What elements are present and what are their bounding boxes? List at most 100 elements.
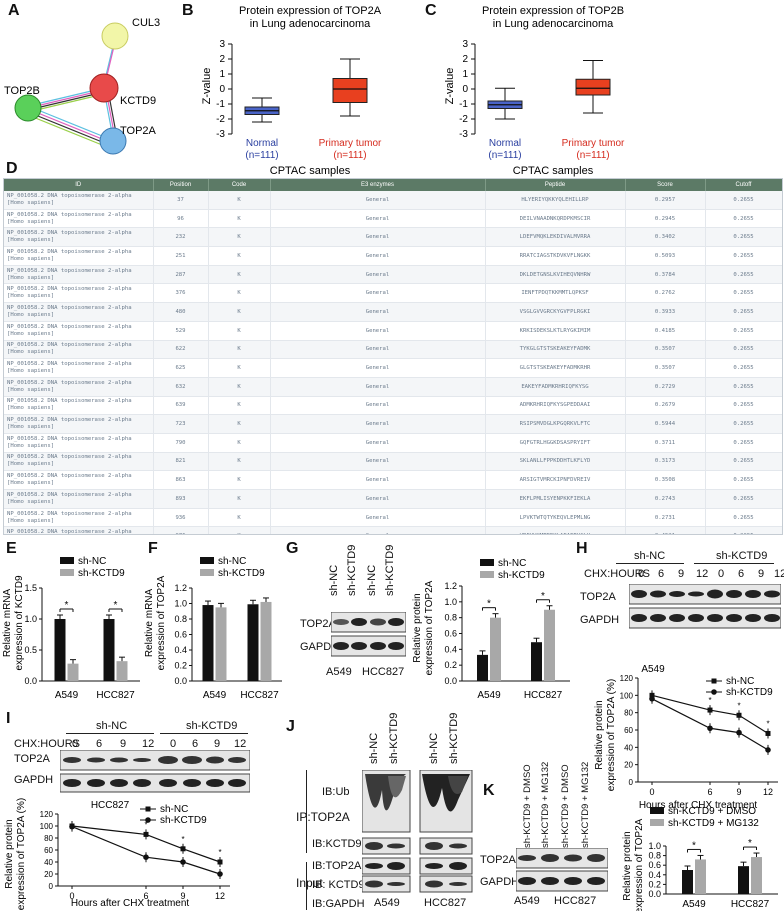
table-cell: K [208, 396, 271, 416]
table-cell: DEILVNAADNKQRDPKMSCIR [485, 209, 626, 229]
table-cell: 0.2655 [705, 526, 782, 534]
table-row: NP_001058.2 DNA topoisomerase 2-alpha [H… [4, 227, 782, 248]
panel-label-e: E [6, 540, 17, 557]
legend-marker [145, 806, 151, 812]
y-tick-label: -1 [459, 99, 468, 110]
panel-label-g: G [286, 540, 299, 557]
table-cell: 0.2945 [625, 209, 706, 229]
table-cell: 0.3402 [625, 227, 706, 248]
y-tick-label: -1 [216, 99, 225, 110]
table-header-cell: E3 enzymes [270, 179, 486, 191]
group-tumor-label: Primary tumor [562, 138, 625, 149]
y-tick-label: 80 [624, 709, 633, 718]
bar [738, 866, 749, 894]
group-label-shkctd9: sh-KCTD9 [716, 550, 768, 562]
table-header-cell: ID [4, 179, 154, 191]
kctd9-label: KCTD9 [120, 95, 156, 107]
table-cell: 0.5093 [625, 246, 706, 266]
table-cell: ARSIGTVMRCKIPNFDVREIV [485, 470, 626, 490]
bar [215, 607, 227, 681]
y-axis-label-2: expression of TOP2A (%) [606, 679, 617, 791]
table-row: NP_001058.2 DNA topoisomerase 2-alpha [H… [4, 433, 782, 453]
group-normal-n: (n=111) [488, 150, 521, 161]
group-tumor-n: (n=111) [576, 150, 609, 161]
x-axis-label: CPTAC samples [513, 165, 594, 177]
blot-image [629, 584, 781, 629]
table-row: NP_001058.2 DNA topoisomerase 2-alpha [H… [4, 526, 782, 534]
table-row: NP_001058.2 DNA topoisomerase 2-alpha [H… [4, 246, 782, 266]
chx-blot-i: sh-NC sh-KCTD9 CHX:HOURS 0 6 9 12 0 6 9 … [14, 718, 270, 788]
boxplot-title-1: Protein expression of TOP2B [482, 5, 624, 17]
table-cell: 625 [153, 358, 209, 378]
table-cell: 0.2655 [705, 227, 782, 248]
legend-label: sh-KCTD9 + MG132 [668, 818, 759, 829]
panel-label-d: D [6, 160, 18, 177]
legend-label: sh-NC [726, 676, 754, 687]
line-chart-i: HCC827 Relative protein expression of TO… [4, 798, 230, 910]
bar [490, 617, 501, 681]
table-cell: General [270, 283, 486, 304]
significance-star: * [748, 838, 752, 849]
lane-label: sh-NC [366, 564, 378, 596]
bar [54, 619, 66, 681]
table-row: NP_001058.2 DNA topoisomerase 2-alpha [H… [4, 470, 782, 490]
significance-star: * [541, 591, 545, 602]
chx-hours-label: CHX:HOURS [584, 568, 651, 580]
y-tick-label: -2 [216, 114, 225, 125]
boxplot-top2a: Protein expression of TOP2A in Lung aden… [201, 5, 382, 177]
panel-label-a: A [8, 2, 20, 19]
y-tick-label: 20 [44, 870, 53, 879]
chx-blot-h: sh-NC sh-KCTD9 CHX:HOURS 0 6 9 12 0 6 9 … [580, 548, 784, 658]
category-label: A549 [682, 899, 706, 910]
x-tick-label: 6 [143, 891, 148, 901]
x-axis-label: Hours after CHX treatment [639, 800, 758, 810]
bar [116, 661, 128, 681]
table-cell: 480 [153, 302, 209, 322]
bar [103, 619, 115, 681]
table-cell: 0.2655 [705, 283, 782, 304]
table-cell: General [270, 265, 486, 285]
table-cell: General [270, 377, 486, 397]
panel-label-j: J [286, 718, 295, 735]
table-row: NP_001058.2 DNA topoisomerase 2-alpha [H… [4, 283, 782, 304]
table-header-cell: Peptide [485, 179, 626, 191]
table-cell: 0.2655 [705, 489, 782, 509]
table-cell: 0.2655 [705, 265, 782, 285]
table-cell: NP_001058.2 DNA topoisomerase 2-alpha [H… [4, 283, 154, 304]
y-tick-label: 60 [44, 846, 53, 855]
significance-star: * [766, 719, 769, 728]
y-axis-label-1: Relative protein [594, 700, 605, 769]
legend-swatch [200, 557, 214, 564]
table-cell: K [208, 508, 271, 528]
table-cell: K [208, 321, 271, 341]
legend-label: sh-NC [498, 558, 526, 569]
significance-star: * [181, 835, 184, 844]
y-tick-label: -3 [216, 129, 225, 140]
table-cell: NP_001058.2 DNA topoisomerase 2-alpha [H… [4, 321, 154, 341]
legend-label: sh-KCTD9 [726, 687, 773, 698]
table-cell: 936 [153, 508, 209, 528]
box-tumor [332, 78, 368, 103]
y-tick-label: 1.0 [174, 599, 187, 609]
y-tick-label: 0.0 [174, 676, 187, 686]
lane-label: sh-KCTD9 [346, 544, 358, 596]
series-line [71, 825, 221, 863]
category-label: HCC827 [240, 690, 279, 701]
cell-label-hcc827: HCC827 [362, 666, 405, 678]
y-tick-label: 0.4 [648, 870, 661, 880]
table-cell: General [270, 227, 486, 248]
x-axis-label: CPTAC samples [270, 165, 351, 177]
group-label-shnc: sh-NC [634, 550, 666, 562]
series-line [651, 698, 769, 751]
bar [477, 654, 488, 681]
boxplot-title-2: in Lung adenocarcinoma [250, 18, 371, 30]
table-cell: General [270, 433, 486, 453]
legend-label: sh-KCTD9 [78, 568, 125, 579]
table-cell: K [208, 246, 271, 266]
table-cell: 622 [153, 340, 209, 360]
x-axis-label: Hours after CHX treatment [71, 898, 190, 909]
data-point [765, 730, 771, 736]
table-cell: 0.2655 [705, 302, 782, 322]
x-tick-label: 12 [215, 891, 225, 901]
y-tick-label: 0.0 [24, 676, 37, 686]
